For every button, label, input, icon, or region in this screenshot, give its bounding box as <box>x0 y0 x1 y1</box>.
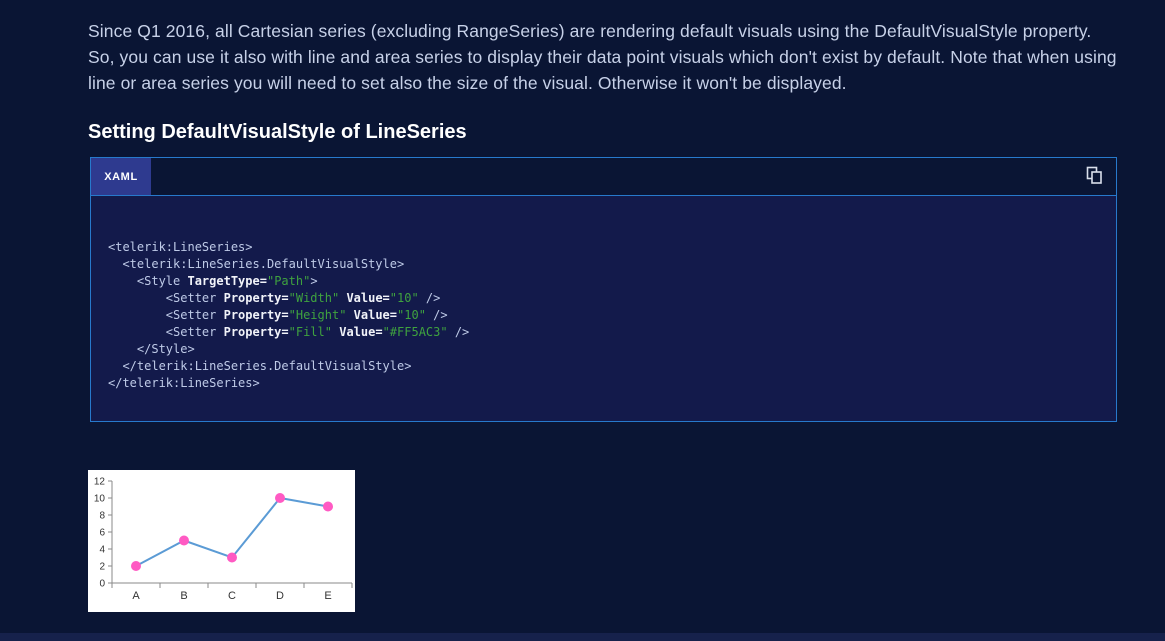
svg-text:2: 2 <box>99 562 105 573</box>
footer-bar <box>0 633 1165 641</box>
copy-code-button[interactable] <box>1082 165 1106 189</box>
section-heading: Setting DefaultVisualStyle of LineSeries <box>88 121 467 143</box>
intro-paragraph: Since Q1 2016, all Cartesian series (exc… <box>88 21 1117 93</box>
svg-text:A: A <box>132 590 140 602</box>
code-block: XAML <telerik:LineSeries> <telerik:LineS… <box>90 157 1117 422</box>
code-tabstrip: XAML <box>91 158 1116 196</box>
svg-text:D: D <box>276 590 284 602</box>
line-chart: 0 2 4 6 8 10 12 A B C D E <box>94 477 353 602</box>
code-area: <telerik:LineSeries> <telerik:LineSeries… <box>91 196 1116 421</box>
svg-text:C: C <box>228 590 236 602</box>
line-chart-image: 0 2 4 6 8 10 12 A B C D E <box>88 470 355 612</box>
copy-icon <box>1086 166 1103 188</box>
svg-text:12: 12 <box>94 477 106 488</box>
svg-text:0: 0 <box>99 579 105 590</box>
svg-text:6: 6 <box>99 528 105 539</box>
svg-text:E: E <box>324 590 331 602</box>
svg-text:B: B <box>180 590 187 602</box>
svg-text:8: 8 <box>99 511 105 522</box>
svg-text:4: 4 <box>99 545 105 556</box>
tab-xaml[interactable]: XAML <box>91 158 151 195</box>
code-content: <telerik:LineSeries> <telerik:LineSeries… <box>108 240 470 390</box>
svg-text:10: 10 <box>94 494 106 505</box>
